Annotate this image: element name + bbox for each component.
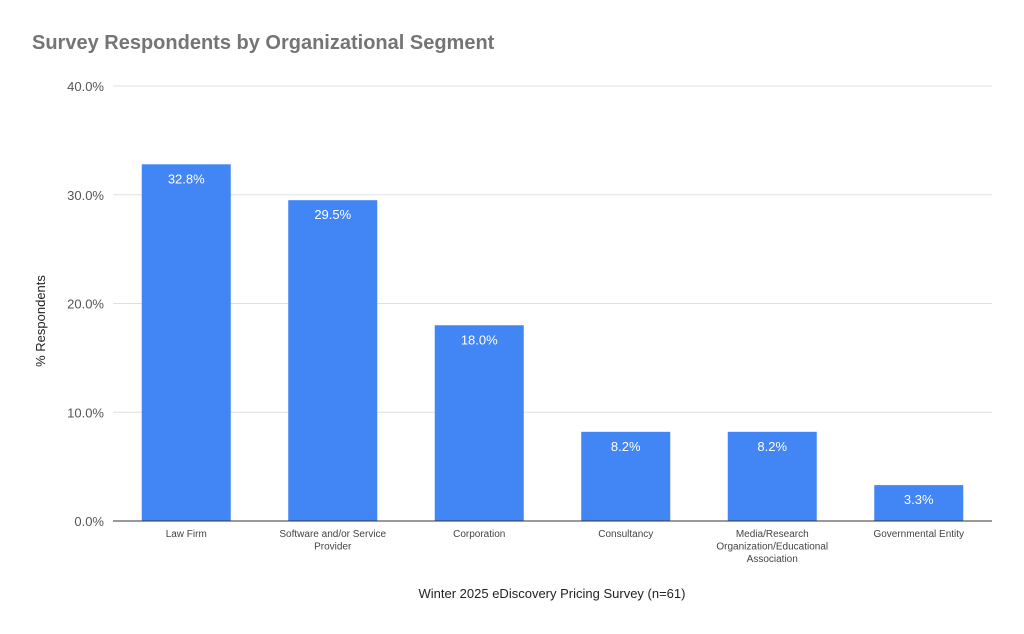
bar bbox=[288, 200, 378, 521]
y-tick-label: 40.0% bbox=[67, 79, 104, 94]
x-axis-title: Winter 2025 eDiscovery Pricing Survey (n… bbox=[419, 586, 686, 601]
x-tick-label: Corporation bbox=[453, 529, 505, 540]
data-label: 18.0% bbox=[461, 332, 498, 347]
bar bbox=[874, 485, 964, 521]
bars bbox=[141, 164, 964, 522]
gridlines bbox=[113, 85, 992, 413]
data-label: 8.2% bbox=[757, 439, 787, 454]
y-tick-label: 20.0% bbox=[67, 297, 104, 312]
bar bbox=[141, 164, 231, 522]
x-tick-label: Law Firm bbox=[166, 529, 207, 540]
data-label: 8.2% bbox=[611, 439, 641, 454]
bar bbox=[434, 325, 524, 521]
bar bbox=[581, 431, 671, 521]
x-tick-label: Software and/or Service Provider bbox=[279, 529, 386, 553]
y-tick-label: 10.0% bbox=[67, 405, 104, 420]
y-axis-title: % Respondents bbox=[33, 275, 48, 367]
bar bbox=[727, 431, 817, 521]
y-tick-label: 30.0% bbox=[67, 188, 104, 203]
x-tick-label: Consultancy bbox=[598, 529, 653, 540]
x-tick-label: Media/Research Organization/Educational As… bbox=[716, 529, 828, 565]
x-tick-label: Governmental Entity bbox=[873, 529, 964, 540]
chart-title: Survey Respondents by Organizational Seg… bbox=[32, 32, 495, 54]
data-label: 3.3% bbox=[904, 492, 934, 507]
data-label: 32.8% bbox=[168, 171, 205, 186]
y-tick-label: 0.0% bbox=[74, 514, 104, 529]
labels: 0.0% 10.0% 20.0% 30.0% 40.0% 32.8% Law Firm 29.… bbox=[67, 79, 964, 565]
data-label: 29.5% bbox=[314, 207, 351, 222]
